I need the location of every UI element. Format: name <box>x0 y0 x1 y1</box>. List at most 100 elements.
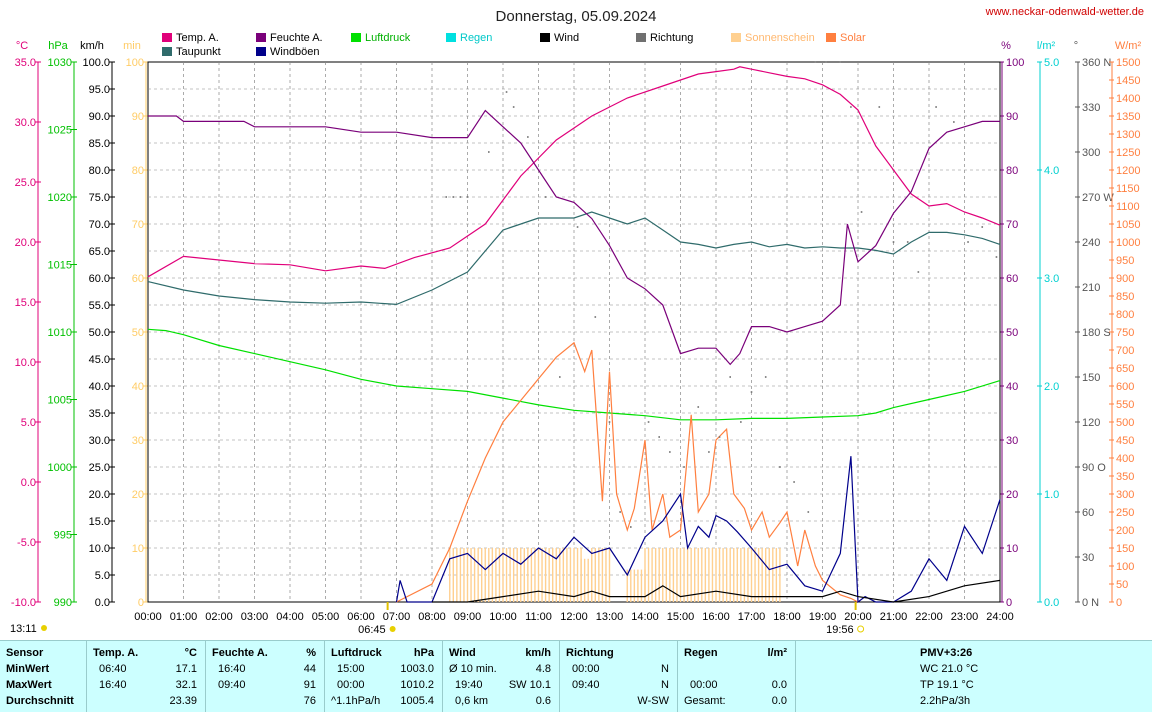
direction-dot <box>729 376 731 378</box>
x-tick-label: 10:00 <box>489 611 517 623</box>
dir-tick-label: 120 <box>1082 417 1100 429</box>
temp-tick-label: 5.0 <box>21 417 36 429</box>
sun-tick-label: 40 <box>132 381 144 393</box>
legend-label: Feuchte A. <box>270 32 323 44</box>
wind-tick-label: 10.0 <box>89 543 110 555</box>
x-tick-label: 15:00 <box>667 611 695 623</box>
humidity-tick-label: 10 <box>1006 543 1018 555</box>
direction-header: Richtung <box>566 647 614 659</box>
wind-tick-label: 35.0 <box>89 408 110 420</box>
max-label: MaxWert <box>6 679 52 691</box>
current-time: 13:11 <box>10 623 37 635</box>
wind-tick-label: 0.0 <box>95 597 110 609</box>
legend-swatch <box>826 33 836 42</box>
solar-tick-label: 1300 <box>1116 129 1140 141</box>
wind-tick-label: 40.0 <box>89 381 110 393</box>
wind-header: Wind <box>449 647 476 659</box>
wind-tick-label: 25.0 <box>89 462 110 474</box>
axis-unit-label: km/h <box>80 40 104 52</box>
temp-min-time: 06:40 <box>99 663 127 675</box>
pressure-header: Luftdruck <box>331 647 382 659</box>
pressure-tick-label: 1020 <box>48 192 72 204</box>
solar-tick-label: 600 <box>1116 381 1134 393</box>
direction-dot <box>459 196 462 198</box>
humidity-header: Feuchte A. <box>212 647 268 659</box>
x-tick-label: 12:00 <box>560 611 588 623</box>
x-tick-label: 23:00 <box>951 611 979 623</box>
x-tick-label: 02:00 <box>205 611 233 623</box>
sun-tick-label: 80 <box>132 165 144 177</box>
pressure-max-time: 00:00 <box>337 679 365 691</box>
direction-dot <box>825 61 827 63</box>
humidity-tick-label: 20 <box>1006 489 1018 501</box>
wind-tick-label: 5.0 <box>95 570 110 582</box>
pressure-column: Luftdruck hPa 15:00 1003.0 00:00 1010.2 … <box>325 641 443 712</box>
x-tick-label: 01:00 <box>170 611 198 623</box>
pressure-tick-label: 1010 <box>48 327 72 339</box>
chart-title: Donnerstag, 05.09.2024 <box>496 8 657 25</box>
direction-dot <box>906 241 909 243</box>
min-label: MinWert <box>6 663 50 675</box>
temp-tick-label: 35.0 <box>15 57 36 69</box>
wind-column: Wind km/h Ø 10 min. 4.8 19:40 SW 10.1 0,… <box>443 641 560 712</box>
direction-column: Richtung 00:00 N 09:40 N W-SW <box>560 641 678 712</box>
dir-tick-label: 180 S <box>1082 327 1111 339</box>
x-tick-label: 24:00 <box>986 611 1014 623</box>
temp-tick-label: 20.0 <box>15 237 36 249</box>
wind-tick-label: 50.0 <box>89 327 110 339</box>
temp-tick-label: -10.0 <box>11 597 36 609</box>
series-windb-en <box>395 456 1001 604</box>
pressure-min-value: 1003.0 <box>400 663 434 675</box>
pressure-unit: hPa <box>413 647 434 659</box>
rain-tick-label: 3.0 <box>1044 273 1059 285</box>
solar-tick-label: 1050 <box>1116 219 1140 231</box>
direction-dot <box>935 106 937 108</box>
sunset-time: 19:56 <box>826 624 854 636</box>
wind-run: 0,6 km <box>455 695 489 707</box>
direction-dot <box>708 451 710 453</box>
x-tick-label: 09:00 <box>454 611 482 623</box>
direction-dot <box>750 391 753 393</box>
dir-tick-label: 30 <box>1082 552 1094 564</box>
dir-tick-label: 300 <box>1082 147 1100 159</box>
solar-tick-label: 200 <box>1116 525 1134 537</box>
axis-unit-label: ° <box>1074 40 1078 52</box>
temp-header: Temp. A. <box>93 647 139 659</box>
humidity-column: Feuchte A. % 16:40 44 09:40 91 76 <box>206 641 325 712</box>
solar-tick-label: 300 <box>1116 489 1134 501</box>
solar-tick-label: 800 <box>1116 309 1134 321</box>
series-luftdruck <box>147 328 1001 421</box>
wind-tick-label: 45.0 <box>89 354 110 366</box>
solar-tick-label: 1350 <box>1116 111 1140 123</box>
humidity-min-value: 44 <box>303 663 316 675</box>
website-link[interactable]: www.neckar-odenwald-wetter.de <box>985 6 1144 18</box>
direction-dot <box>814 61 817 63</box>
pressure-avg-value: 1005.4 <box>400 695 434 707</box>
solar-tick-label: 0 <box>1116 597 1122 609</box>
temp-max-value: 32.1 <box>175 679 197 691</box>
sun-tick-label: 10 <box>132 543 144 555</box>
legend-swatch <box>256 33 266 42</box>
solar-tick-label: 1100 <box>1116 201 1140 213</box>
series-solar <box>396 341 859 603</box>
x-tick-label: 07:00 <box>383 611 411 623</box>
sun-tick-label: 70 <box>132 219 144 231</box>
rain-total-value: 0.0 <box>771 695 787 707</box>
legend-swatch <box>351 33 361 42</box>
rain-max-value: 0.0 <box>771 679 787 691</box>
dir-tick-label: 330 <box>1082 102 1100 114</box>
legend-label: Regen <box>460 32 492 44</box>
direction-dot <box>505 91 508 93</box>
axis-unit-labels: 35.0 30.0 25.0 20.0 15.0 10.0 5.0 0.0 -5.0 -10.0 1… <box>11 40 1142 609</box>
x-tick-label: 00:00 <box>134 611 162 623</box>
direction-dot <box>981 226 984 228</box>
rain-total-label: Gesamt: <box>684 695 726 707</box>
legend-swatch <box>540 33 550 42</box>
legend-swatch <box>162 33 172 42</box>
humidity-max-value: 91 <box>303 679 316 691</box>
x-tick-label: 22:00 <box>915 611 943 623</box>
sun-tick-label: 0 <box>138 597 144 609</box>
solar-tick-label: 750 <box>1116 327 1134 339</box>
pressure-trend: ^1.1hPa/h <box>331 695 381 707</box>
legend-swatch <box>446 33 456 42</box>
